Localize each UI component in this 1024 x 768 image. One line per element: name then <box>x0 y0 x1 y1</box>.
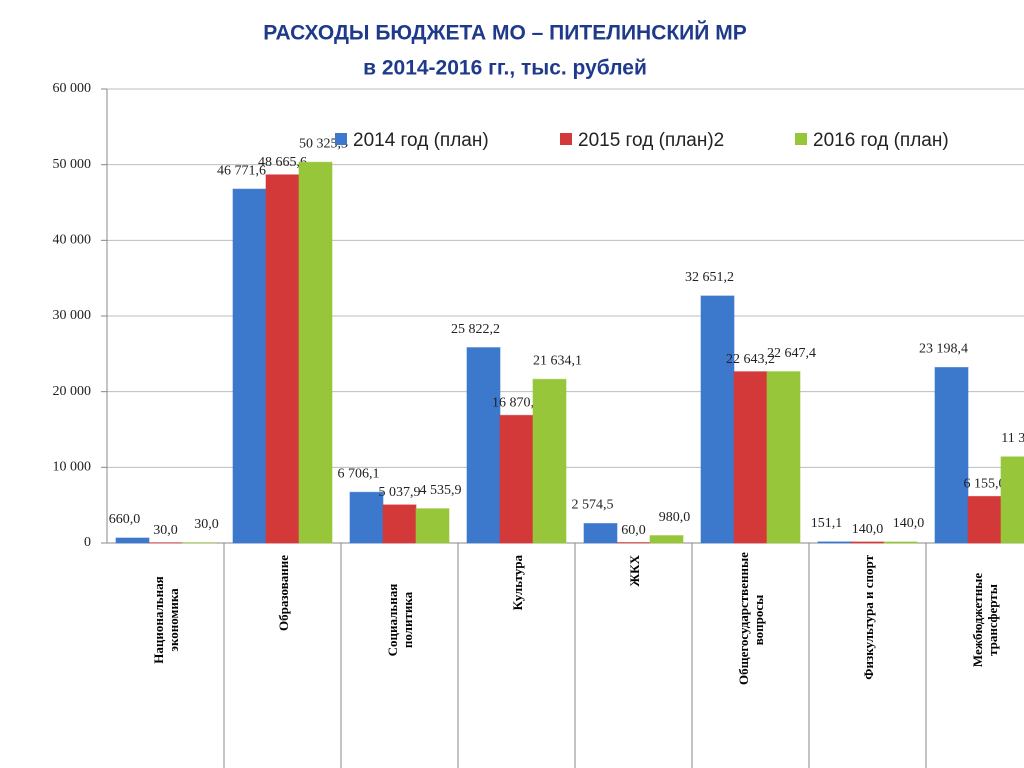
chart-title: РАСХОДЫ БЮДЖЕТА МО – ПИТЕЛИНСКИЙ МР <box>263 21 746 45</box>
y-tick-label: 0 <box>84 535 91 550</box>
value-label: 30,0 <box>153 523 178 538</box>
bar <box>883 541 918 544</box>
value-label: 22 643,2 <box>726 352 775 367</box>
bar <box>349 491 384 544</box>
y-tick-label: 60 000 <box>53 81 92 96</box>
bar <box>382 504 417 544</box>
bar <box>850 541 885 544</box>
x-tick-text: Национальная экономика <box>150 576 181 664</box>
value-label: 22 647,4 <box>767 346 816 361</box>
x-tick-label: Культура <box>495 555 539 765</box>
value-label: 6 706,1 <box>338 466 380 481</box>
x-tick-label: ЖКХ <box>612 555 656 765</box>
value-label: 23 198,4 <box>919 342 968 357</box>
value-label: 16 870,9 <box>492 396 541 411</box>
bar <box>298 161 333 544</box>
x-tick-label: Социальная политика <box>378 555 422 765</box>
legend-swatch <box>335 133 347 145</box>
bar <box>934 366 969 544</box>
value-label: 4 535,9 <box>420 483 462 498</box>
bar <box>583 523 618 544</box>
x-tick-label: Физкультура и спорт <box>846 555 890 765</box>
x-tick-text: Межбюджетные трансферты <box>969 572 1000 668</box>
value-label: 5 037,9 <box>379 485 421 500</box>
bar <box>115 537 150 544</box>
bar <box>415 508 450 544</box>
bar <box>817 541 852 544</box>
y-tick-label: 20 000 <box>53 384 92 399</box>
y-tick-label: 40 000 <box>53 233 92 248</box>
value-label: 660,0 <box>109 512 141 527</box>
value-label: 140,0 <box>852 522 884 537</box>
x-tick-label: Образование <box>261 555 305 765</box>
bar <box>967 495 1002 544</box>
x-tick-text: Физкультура и спорт <box>860 555 875 680</box>
bar <box>766 371 801 544</box>
value-label: 30,0 <box>194 517 219 532</box>
value-label: 6 155,0 <box>964 477 1006 492</box>
bar <box>265 174 300 544</box>
bar <box>1000 456 1024 544</box>
bar <box>733 371 768 544</box>
y-tick-label: 50 000 <box>53 157 92 172</box>
x-tick-text: ЖКХ <box>626 555 641 587</box>
value-label: 11 390,0 <box>1001 431 1024 446</box>
value-label: 140,0 <box>893 516 925 531</box>
value-label: 980,0 <box>659 510 691 525</box>
value-label: 2 574,5 <box>572 498 614 513</box>
value-label: 48 665,6 <box>258 155 307 170</box>
x-tick-label: Национальная экономика <box>144 555 188 765</box>
x-tick-label: Межбюджетные трансферты <box>963 555 1007 765</box>
x-tick-text: Общегосударственные вопросы <box>735 552 766 685</box>
value-label: 60,0 <box>621 523 646 538</box>
legend-label: 2016 год (план) <box>813 130 949 151</box>
bar <box>649 535 684 544</box>
chart-subtitle: в 2014-2016 гг., тыс. рублей <box>363 57 647 80</box>
bar <box>700 295 735 544</box>
legend-label: 2015 год (план)2 <box>578 130 724 151</box>
y-tick-label: 10 000 <box>53 460 92 475</box>
legend-swatch <box>560 133 572 145</box>
value-label: 151,1 <box>811 516 843 531</box>
x-tick-text: Образование <box>275 555 290 631</box>
bar <box>466 347 501 544</box>
legend-label: 2014 год (план) <box>353 130 489 151</box>
value-label: 21 634,1 <box>533 354 582 369</box>
legend-swatch <box>795 133 807 145</box>
bar <box>499 414 534 544</box>
x-tick-text: Социальная политика <box>384 583 415 657</box>
x-tick-label: Общегосударственные вопросы <box>729 552 773 765</box>
y-tick-label: 30 000 <box>53 308 92 323</box>
value-label: 25 822,2 <box>451 322 500 337</box>
bar <box>232 188 267 544</box>
value-label: 46 771,6 <box>217 163 266 178</box>
x-tick-text: Культура <box>509 555 524 611</box>
value-label: 32 651,2 <box>685 270 734 285</box>
bar <box>532 378 567 544</box>
